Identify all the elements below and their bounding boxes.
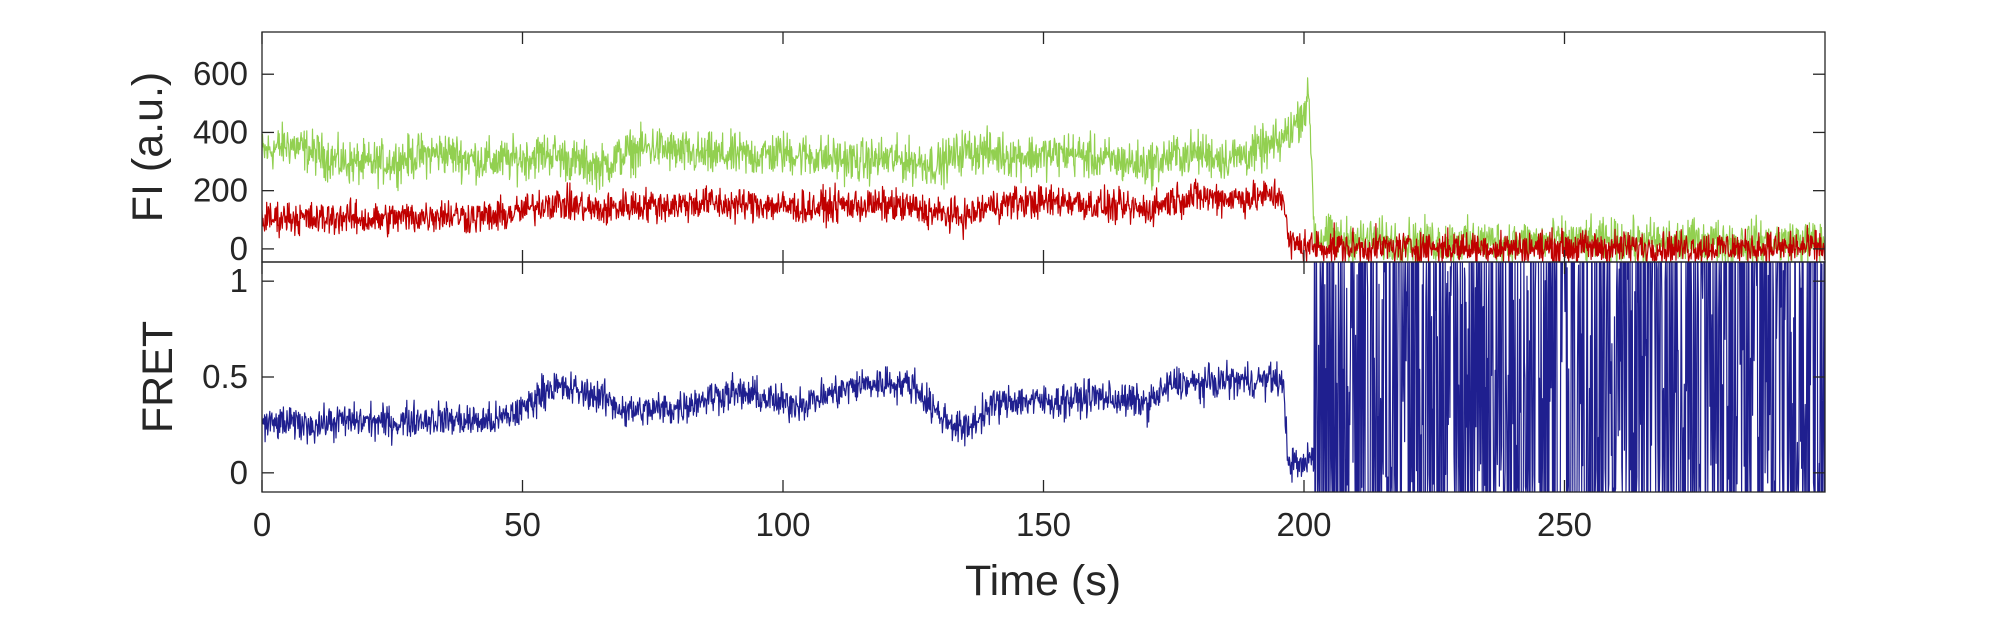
bottom-series-0-line: [262, 262, 1825, 492]
top-panel-ticks: 0 200 400 600: [193, 32, 1825, 267]
xtick-label: 150: [1016, 506, 1071, 543]
xtick-label: 100: [755, 506, 810, 543]
bottom-ytick-label: 0: [230, 454, 248, 491]
xtick-label: 250: [1537, 506, 1592, 543]
bottom-panel-frame: [261, 261, 1826, 493]
bottom-panel-ylabel: FRET: [134, 321, 182, 433]
top-ytick-label: 200: [193, 172, 248, 209]
top-ytick-label: 400: [193, 113, 248, 150]
top-ytick-label: 0: [230, 230, 248, 267]
bottom-panel-lines: [262, 262, 1825, 492]
x-axis-title: Time (s): [965, 557, 1121, 605]
bottom-panel-ticks: 0 0.5 1 0 50 100 150 200 250: [202, 262, 1825, 543]
bottom-ytick-label: 1: [230, 262, 248, 299]
top-panel-ylabel: FI (a.u.): [124, 72, 172, 223]
xtick-label: 200: [1276, 506, 1331, 543]
xtick-label: 0: [253, 506, 271, 543]
top-ytick-label: 600: [193, 55, 248, 92]
top-series-0-line: [262, 77, 1825, 262]
bottom-panel: 0 0.5 1 0 50 100 150 200 250 FRET Time (s): [134, 261, 1826, 605]
bottom-ytick-label: 0.5: [202, 358, 248, 395]
top-panel: 0 200 400 600 FI (a.u.): [124, 31, 1826, 267]
xtick-label: 50: [504, 506, 541, 543]
